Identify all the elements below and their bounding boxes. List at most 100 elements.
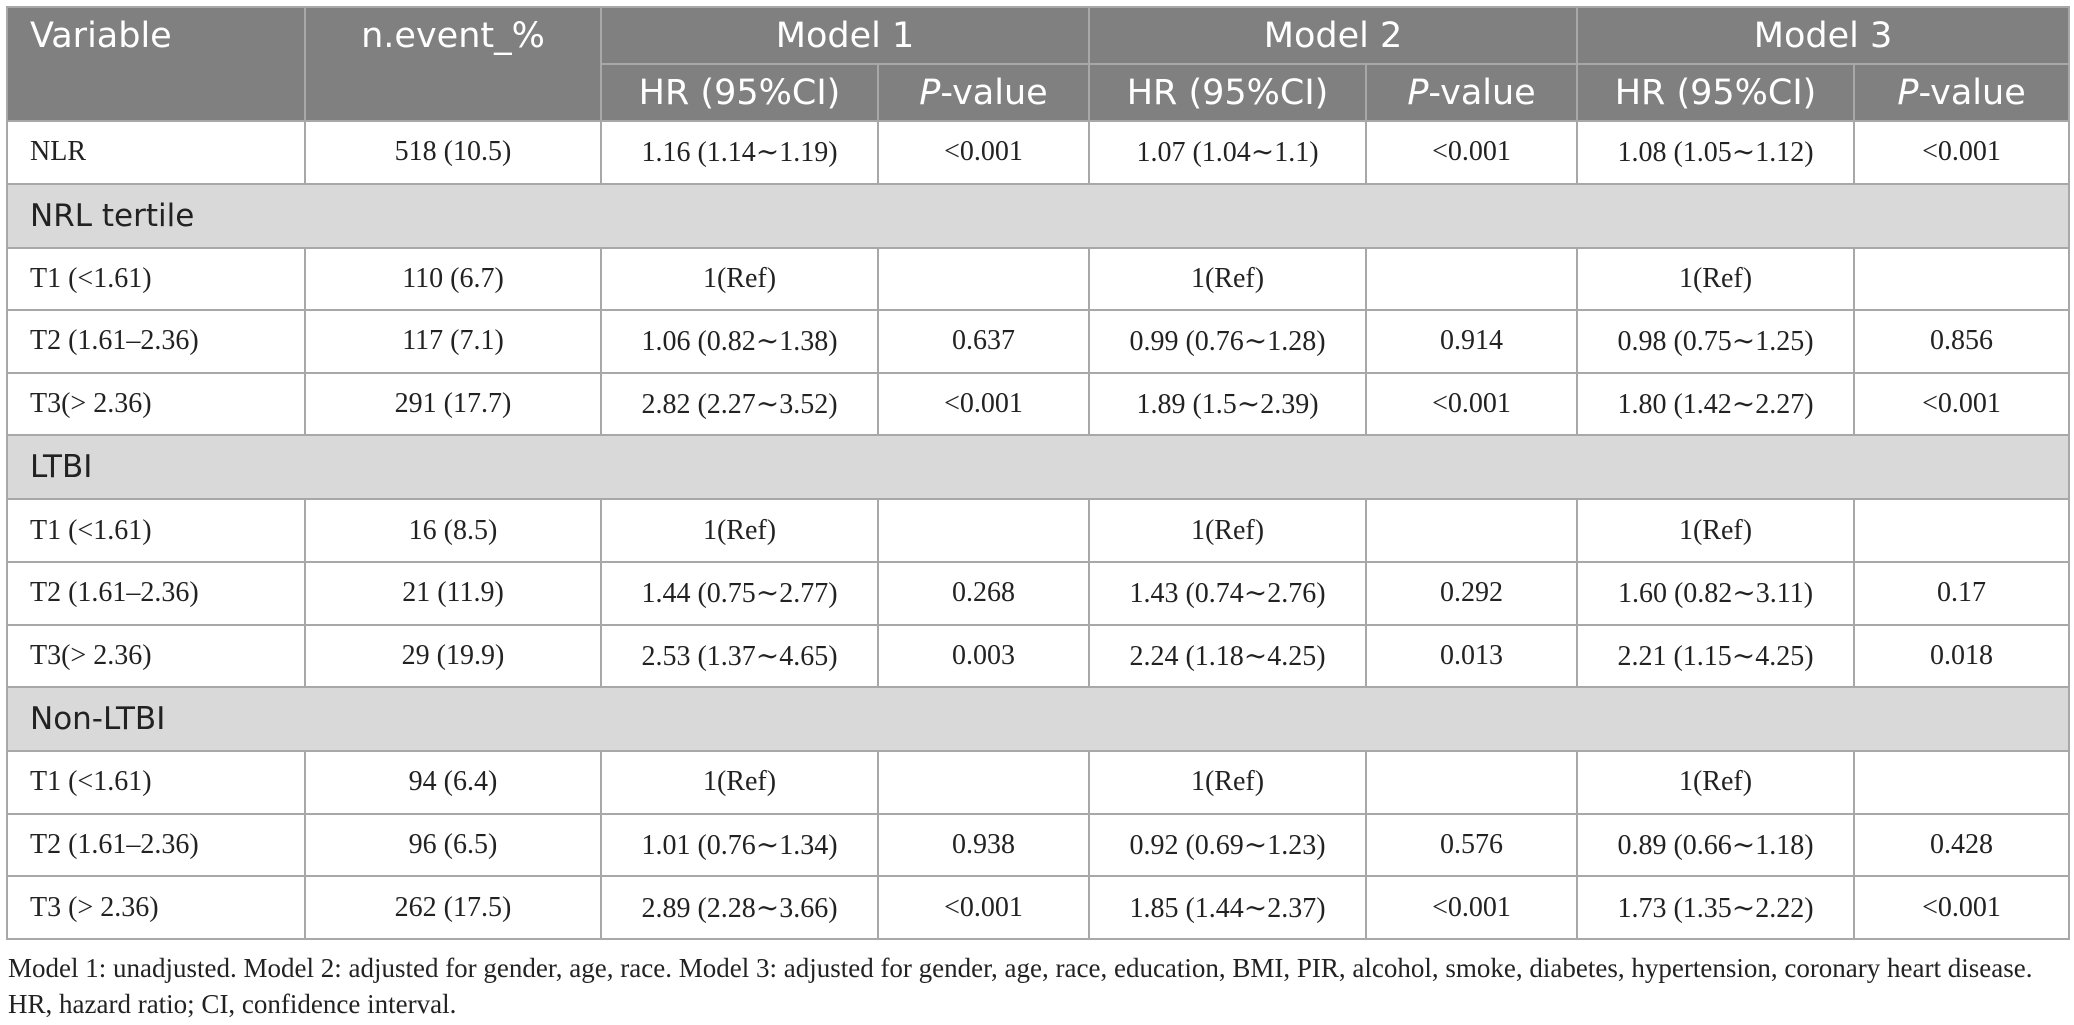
cell-variable: T2 (1.61–2.36) bbox=[6, 812, 306, 878]
cell-m2-hr: 1(Ref) bbox=[1088, 750, 1368, 815]
cell-m1-hr: 2.89 (2.28∼3.66) bbox=[600, 875, 879, 940]
subheader-pvalue: P-value bbox=[876, 63, 1091, 122]
section-row: Non-LTBI bbox=[5, 686, 2071, 753]
subheader-hr: HR (95%CI) bbox=[1576, 63, 1856, 122]
cell-m3-hr: 1.08 (1.05∼1.12) bbox=[1576, 120, 1856, 185]
table-row: T2 (1.61–2.36) 117 (7.1) 1.06 (0.82∼1.38) 0… bbox=[6, 309, 2071, 374]
cell-m1-p: 0.003 bbox=[876, 623, 1091, 689]
cell-nevent: 262 (17.5) bbox=[304, 875, 602, 940]
cell-variable: T3(> 2.36) bbox=[6, 371, 306, 437]
cell-m3-p bbox=[1853, 750, 2071, 815]
cell-m3-hr: 1(Ref) bbox=[1576, 498, 1856, 563]
cell-nevent: 110 (6.7) bbox=[304, 246, 602, 312]
cell-m1-hr: 1(Ref) bbox=[600, 246, 879, 312]
pvalue-p: P bbox=[1407, 72, 1429, 113]
cell-nevent: 29 (19.9) bbox=[304, 623, 602, 689]
cell-m2-p bbox=[1365, 246, 1579, 312]
cell-m2-hr: 2.24 (1.18∼4.25) bbox=[1088, 623, 1368, 689]
header-variable: Variable bbox=[6, 6, 306, 122]
pvalue-rest: -value bbox=[940, 72, 1048, 113]
cell-m2-hr: 0.92 (0.69∼1.23) bbox=[1088, 812, 1368, 878]
cell-m2-p: <0.001 bbox=[1365, 371, 1579, 437]
cell-m3-p: 0.018 bbox=[1853, 623, 2071, 689]
cell-m3-hr: 1.60 (0.82∼3.11) bbox=[1576, 560, 1856, 626]
cell-m2-p bbox=[1365, 750, 1579, 815]
cell-m1-p bbox=[876, 246, 1091, 312]
cell-m3-p bbox=[1853, 498, 2071, 563]
cell-m3-hr: 2.21 (1.15∼4.25) bbox=[1576, 623, 1856, 689]
cell-m2-p: <0.001 bbox=[1365, 875, 1579, 940]
cell-variable: T1 (<1.61) bbox=[6, 750, 306, 815]
cell-nevent: 96 (6.5) bbox=[304, 812, 602, 878]
cell-m3-p: <0.001 bbox=[1853, 875, 2071, 940]
cell-m3-hr: 1.73 (1.35∼2.22) bbox=[1576, 875, 1856, 940]
cell-m2-hr: 1(Ref) bbox=[1088, 498, 1368, 563]
cell-m1-p: <0.001 bbox=[876, 875, 1091, 940]
cell-m2-p: 0.292 bbox=[1365, 560, 1579, 626]
table-row: T1 (<1.61) 94 (6.4) 1(Ref) 1(Ref) 1(Ref) bbox=[6, 750, 2071, 815]
table-row: T3(> 2.36) 29 (19.9) 2.53 (1.37∼4.65) 0.003… bbox=[6, 623, 2071, 689]
cell-m1-p: 0.938 bbox=[876, 812, 1091, 878]
cell-nevent: 291 (17.7) bbox=[304, 371, 602, 437]
cell-m2-p bbox=[1365, 498, 1579, 563]
results-table: Variable n.event_% Model 1 Model 2 Model… bbox=[5, 6, 2071, 940]
table-row: T1 (<1.61) 16 (8.5) 1(Ref) 1(Ref) 1(Ref) bbox=[6, 498, 2071, 563]
table-row: T1 (<1.61) 110 (6.7) 1(Ref) 1(Ref) 1(Ref) bbox=[6, 246, 2071, 312]
pvalue-p: P bbox=[919, 72, 941, 113]
cell-m2-p: 0.576 bbox=[1365, 812, 1579, 878]
cell-nevent: 518 (10.5) bbox=[304, 120, 602, 185]
subheader-hr: HR (95%CI) bbox=[1088, 63, 1368, 122]
cell-m1-hr: 1(Ref) bbox=[600, 750, 879, 815]
subheader-hr: HR (95%CI) bbox=[600, 63, 879, 122]
cell-variable: T2 (1.61–2.36) bbox=[6, 560, 306, 626]
section-title: Non-LTBI bbox=[5, 686, 2071, 753]
cell-m1-hr: 1.44 (0.75∼2.77) bbox=[600, 560, 879, 626]
cell-m2-hr: 1.43 (0.74∼2.76) bbox=[1088, 560, 1368, 626]
cell-m1-hr: 1.16 (1.14∼1.19) bbox=[600, 120, 879, 185]
cell-m2-p: 0.914 bbox=[1365, 309, 1579, 374]
cell-m1-hr: 1.06 (0.82∼1.38) bbox=[600, 309, 879, 374]
cell-variable: NLR bbox=[6, 120, 306, 185]
cell-m1-p: <0.001 bbox=[876, 120, 1091, 185]
cell-variable: T3(> 2.36) bbox=[6, 623, 306, 689]
section-title: LTBI bbox=[5, 434, 2071, 501]
header-model-2: Model 2 bbox=[1088, 6, 1579, 65]
pvalue-rest: -value bbox=[1428, 72, 1536, 113]
cell-variable: T1 (<1.61) bbox=[6, 246, 306, 312]
header-nevent: n.event_% bbox=[304, 6, 602, 122]
cell-variable: T3 (> 2.36) bbox=[6, 875, 306, 940]
cell-m3-hr: 0.98 (0.75∼1.25) bbox=[1576, 309, 1856, 374]
cell-m2-p: 0.013 bbox=[1365, 623, 1579, 689]
cell-m3-p: 0.856 bbox=[1853, 309, 2071, 374]
cell-m3-p: <0.001 bbox=[1853, 120, 2071, 185]
cell-variable: T1 (<1.61) bbox=[6, 498, 306, 563]
section-title: NRL tertile bbox=[5, 182, 2071, 249]
cell-m1-hr: 1(Ref) bbox=[600, 498, 879, 563]
table-row: T3 (> 2.36) 262 (17.5) 2.89 (2.28∼3.66) <0.… bbox=[6, 875, 2071, 940]
cell-m3-hr: 1.80 (1.42∼2.27) bbox=[1576, 371, 1856, 437]
subheader-pvalue: P-value bbox=[1365, 63, 1579, 122]
header-model-1: Model 1 bbox=[599, 6, 1091, 65]
cell-m2-p: <0.001 bbox=[1365, 120, 1579, 185]
cell-m2-hr: 1.85 (1.44∼2.37) bbox=[1088, 875, 1368, 940]
pvalue-rest: -value bbox=[1918, 72, 2026, 113]
table-row: T3(> 2.36) 291 (17.7) 2.82 (2.27∼3.52) <0.0… bbox=[6, 371, 2071, 437]
cell-m3-hr: 1(Ref) bbox=[1576, 750, 1856, 815]
header-model-3: Model 3 bbox=[1576, 6, 2071, 65]
cell-m3-p: 0.17 bbox=[1853, 560, 2071, 626]
section-row: NRL tertile bbox=[5, 182, 2071, 249]
cell-m2-hr: 0.99 (0.76∼1.28) bbox=[1088, 309, 1368, 374]
cell-m2-hr: 1.07 (1.04∼1.1) bbox=[1088, 120, 1368, 185]
cell-m1-hr: 2.53 (1.37∼4.65) bbox=[600, 623, 879, 689]
subheader-pvalue: P-value bbox=[1853, 63, 2071, 122]
cell-m1-hr: 2.82 (2.27∼3.52) bbox=[600, 371, 879, 437]
cell-m3-p: <0.001 bbox=[1853, 371, 2071, 437]
cell-m1-p: 0.637 bbox=[876, 309, 1091, 374]
cell-m3-p: 0.428 bbox=[1853, 812, 2071, 878]
table-row: T2 (1.61–2.36) 96 (6.5) 1.01 (0.76∼1.34) 0.… bbox=[6, 812, 2071, 878]
cell-m1-p bbox=[876, 498, 1091, 563]
table-body: NLR 518 (10.5) 1.16 (1.14∼1.19) <0.001 1… bbox=[5, 120, 2071, 940]
cell-variable: T2 (1.61–2.36) bbox=[6, 309, 306, 374]
table-row: T2 (1.61–2.36) 21 (11.9) 1.44 (0.75∼2.77) 0… bbox=[6, 560, 2071, 626]
cell-m3-hr: 0.89 (0.66∼1.18) bbox=[1576, 812, 1856, 878]
